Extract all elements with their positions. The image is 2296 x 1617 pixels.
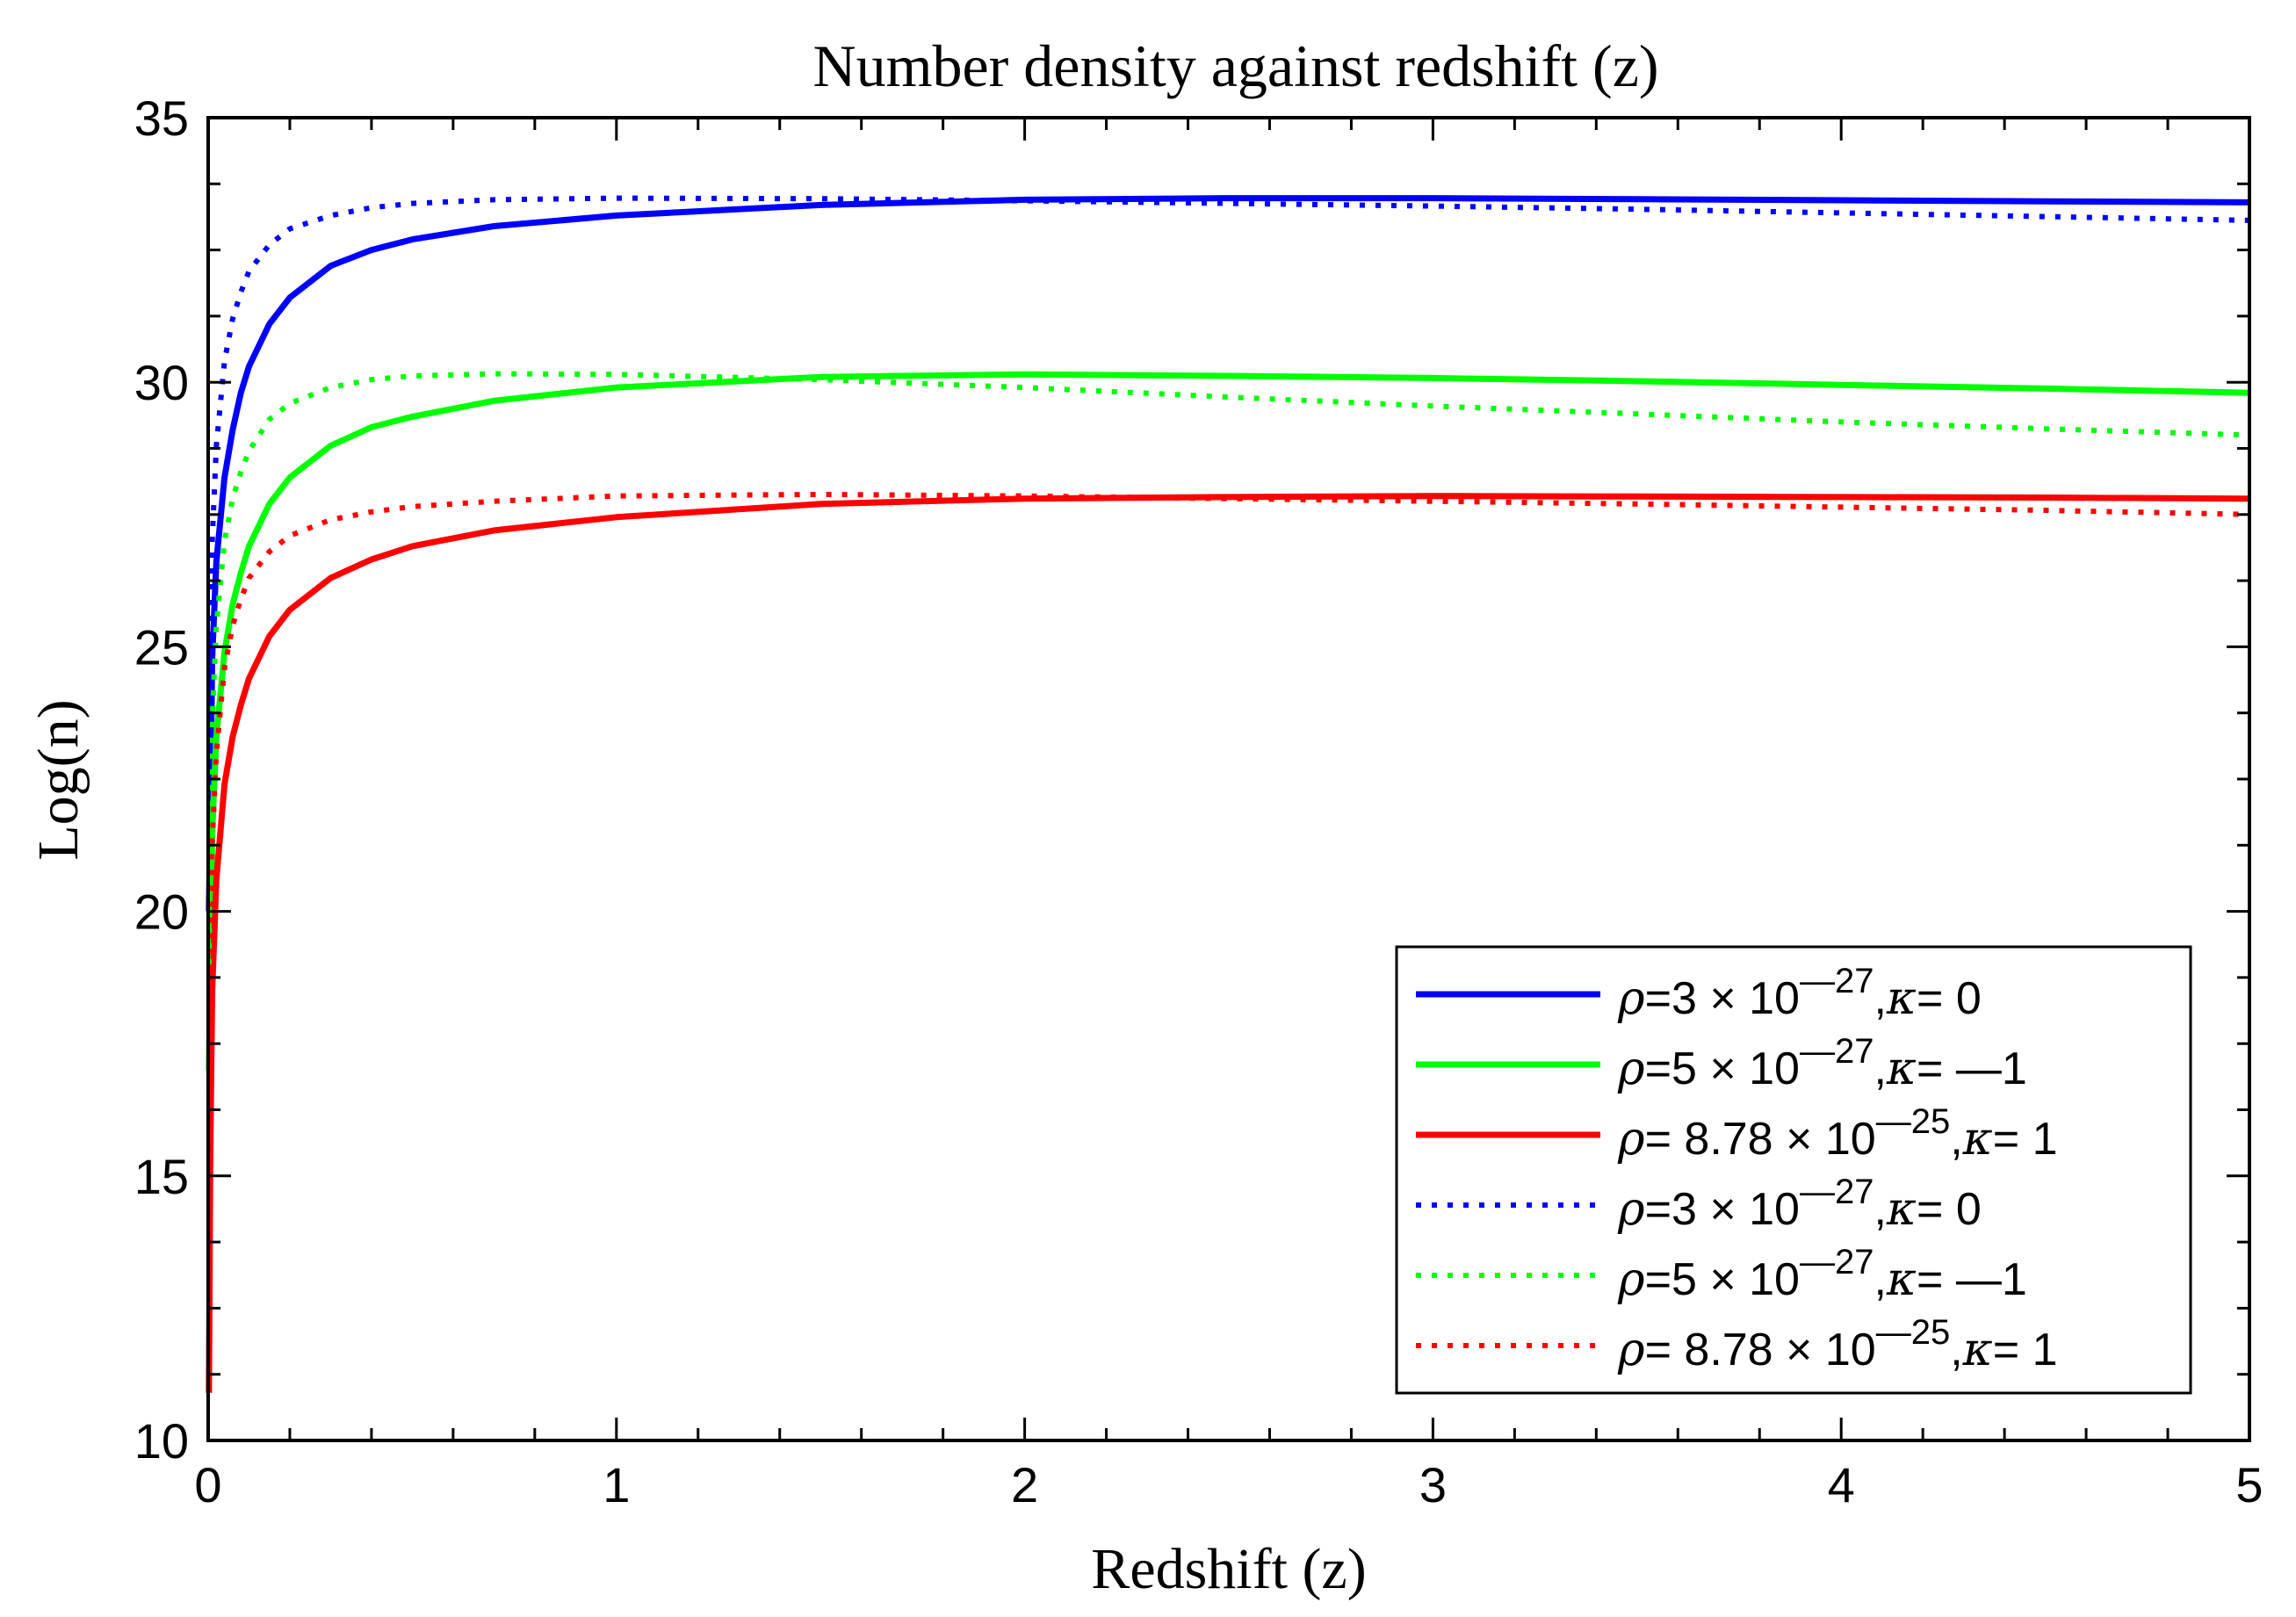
x-tick-label: 5 (2235, 1457, 2263, 1512)
x-tick-label: 1 (603, 1457, 630, 1512)
y-tick-label: 25 (134, 619, 189, 675)
y-tick-label: 20 (134, 884, 189, 940)
y-axis-label: Log(n) (26, 699, 90, 860)
y-tick-label: 30 (134, 355, 189, 410)
axis-ticks: 0 1 2 3 4 5 10 15 20 25 30 35 (134, 90, 2264, 1512)
chart-title: Number density against redshift (z) (812, 32, 1658, 99)
legend-box (1395, 945, 2192, 1395)
legend-label-6: ρ= 8.78 × 10—25,κ= 1 (1617, 1313, 2058, 1376)
plot-area (206, 195, 2250, 1393)
y-tick-label: 35 (134, 90, 189, 146)
x-tick-label: 3 (1419, 1457, 1447, 1512)
series-line-4-dotted (206, 195, 2250, 780)
legend-label-5: ρ=5 × 10—27,κ= —1 (1617, 1243, 2027, 1306)
x-axis-label: Redshift (z) (1091, 1537, 1366, 1601)
x-tick-label: 2 (1011, 1457, 1038, 1512)
y-tick-label: 10 (134, 1413, 189, 1469)
legend-label-4: ρ=3 × 10—27,κ= 0 (1617, 1173, 1982, 1236)
series-line-5-dotted (206, 371, 2250, 964)
y-tick-label: 15 (134, 1149, 189, 1204)
x-tick-label: 4 (1828, 1457, 1855, 1512)
series-line-3-solid (206, 493, 2250, 1393)
x-tick-label: 0 (194, 1457, 221, 1512)
series-line-1-solid (206, 195, 2250, 912)
legend-label-3: ρ= 8.78 × 10—25,κ= 1 (1617, 1102, 2058, 1166)
legend-label-1: ρ=3 × 10—27,κ= 0 (1617, 962, 1982, 1025)
legend: ρ=3 × 10—27,κ= 0 ρ=5 × 10—27,κ= —1 ρ= 8.78… (1395, 945, 2192, 1395)
series-line-2-solid (206, 371, 2250, 1071)
legend-label-2: ρ=5 × 10—27,κ= —1 (1617, 1032, 2027, 1095)
